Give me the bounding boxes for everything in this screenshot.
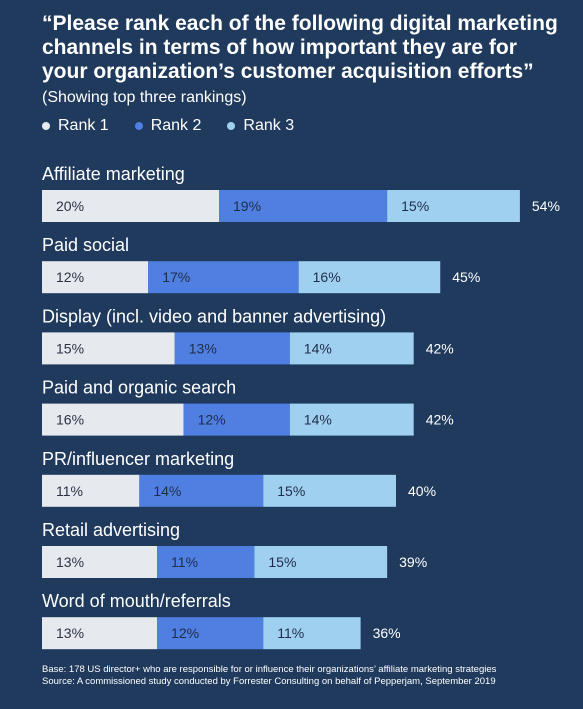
- legend: Rank 1 Rank 2 Rank 3: [42, 116, 294, 136]
- total-label: 42%: [426, 340, 454, 356]
- legend-item-rank-2: Rank 2: [134, 116, 202, 136]
- bar-segment: [289, 403, 414, 436]
- bar-segment: [157, 617, 264, 650]
- data-label: 11%: [171, 554, 198, 570]
- data-label: 15%: [277, 483, 305, 499]
- data-label: 15%: [268, 554, 296, 570]
- data-label: 12%: [198, 412, 226, 428]
- bar-segment: [174, 332, 290, 365]
- data-label: 16%: [313, 269, 341, 285]
- total-label: 40%: [408, 483, 436, 499]
- legend-label-rank-3: Rank 3: [243, 117, 295, 134]
- total-label: 36%: [373, 625, 401, 641]
- legend-label-rank-1: Rank 1: [58, 117, 109, 134]
- category-label: Display (incl. video and banner advertis…: [42, 306, 386, 326]
- category-label: Paid social: [42, 235, 129, 255]
- data-label: 12%: [171, 625, 199, 641]
- total-label: 42%: [426, 412, 454, 428]
- bar-segment: [263, 617, 361, 650]
- footer: Base: 178 US director+ who are responsib…: [42, 664, 562, 688]
- bar-segment: [387, 190, 520, 222]
- data-label: 17%: [162, 269, 190, 285]
- data-label: 11%: [277, 625, 304, 641]
- data-label: 13%: [189, 340, 217, 356]
- data-label: 16%: [56, 412, 84, 428]
- legend-item-rank-3: Rank 3: [227, 116, 294, 136]
- data-label: 15%: [56, 340, 84, 356]
- legend-label-rank-2: Rank 2: [150, 117, 202, 134]
- chart-subtitle: (Showing top three rankings): [42, 89, 247, 106]
- footer-source: Source: A commissioned study conducted b…: [42, 676, 496, 687]
- bar-segment: [42, 546, 158, 578]
- legend-swatch-rank-1: [42, 122, 50, 130]
- category-label: Word of mouth/referrals: [42, 591, 231, 611]
- category-label: Retail advertising: [42, 520, 180, 540]
- bar-segment: [42, 617, 158, 650]
- bar-segment: [183, 403, 290, 436]
- bar-segment: [42, 190, 219, 222]
- data-label: 13%: [56, 625, 84, 641]
- bar-segment: [139, 474, 264, 507]
- bar-segment: [289, 332, 414, 365]
- footer-base: Base: 178 US director+ who are responsib…: [42, 664, 497, 675]
- bar-segment: [42, 332, 175, 365]
- category-label: PR/influencer marketing: [42, 449, 234, 469]
- chart-title: “Please rank each of the following digit…: [42, 12, 562, 110]
- bar-segment: [157, 546, 255, 578]
- total-label: 45%: [452, 269, 480, 285]
- legend-swatch-rank-2: [134, 122, 143, 130]
- bar-segment: [298, 261, 441, 294]
- bar-segment: [254, 546, 388, 578]
- bar-segment: [148, 261, 299, 294]
- bar-segment: [42, 474, 140, 507]
- data-label: 14%: [304, 412, 332, 428]
- data-label: 11%: [56, 483, 83, 499]
- chart-title-main: “Please rank each of the following digit…: [42, 12, 558, 83]
- category-label: Affiliate marketing: [42, 164, 185, 184]
- bar-segment: [42, 403, 184, 436]
- legend-swatch-rank-3: [227, 122, 236, 130]
- bar-segment: [263, 474, 396, 507]
- data-label: 20%: [56, 198, 84, 214]
- data-label: 14%: [153, 483, 181, 499]
- data-label: 19%: [233, 198, 261, 214]
- bar-segment: [219, 190, 388, 222]
- bar-segment: [42, 261, 149, 294]
- total-label: 54%: [532, 198, 560, 214]
- legend-item-rank-1: Rank 1: [42, 116, 109, 136]
- category-label: Paid and organic search: [42, 378, 236, 398]
- data-label: 12%: [56, 269, 84, 285]
- data-label: 14%: [304, 340, 332, 356]
- data-label: 13%: [56, 554, 84, 570]
- data-label: 15%: [401, 198, 429, 214]
- total-label: 39%: [399, 554, 427, 570]
